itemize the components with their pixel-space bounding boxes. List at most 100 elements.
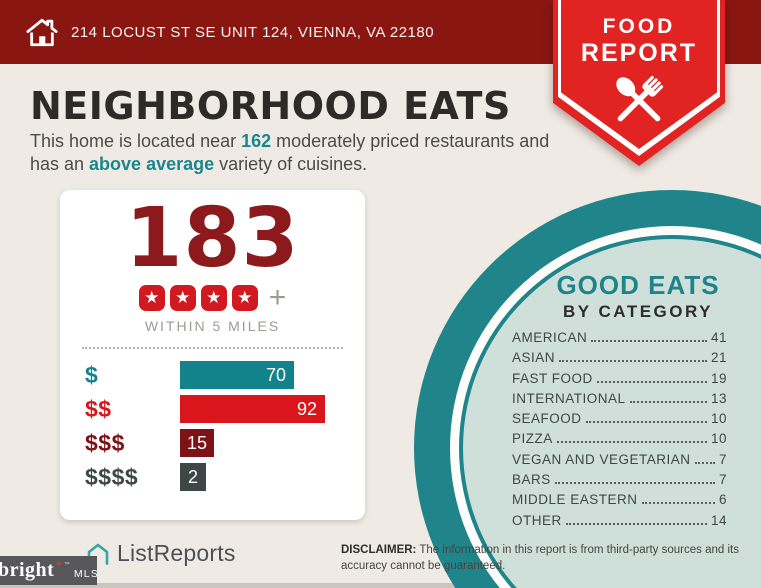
variety-highlight: above average [89,154,215,175]
intro-line1-post: moderately priced restaurants and [271,131,550,151]
price-tier-row: $ 70 [85,358,365,392]
category-count: 13 [710,390,727,406]
disclaimer-text: The information in this report is from t… [341,544,739,572]
price-tier-bar: 2 [180,463,206,491]
category-list: AMERICAN 41 ASIAN 21 FAST FOOD 19 INTERN… [512,330,727,533]
restaurant-count: 162 [241,131,272,151]
good-eats-subtitle: BY CATEGORY [563,302,713,321]
price-tier-row: $$$$ 2 [85,460,365,494]
intro-line1: This home is located near 162 moderately… [30,131,549,151]
badge-content: FOOD REPORT [553,0,725,135]
category-row: BARS 7 [512,472,727,492]
brightmls-star-icon: ✶ [55,559,63,569]
badge-line2: REPORT [580,39,698,67]
price-tier-row: $$ 92 [85,392,365,426]
category-label: SEAFOOD [512,411,582,427]
category-label: BARS [512,472,551,488]
intro-line1-pre: This home is located near [30,131,242,151]
dotted-leader [554,482,715,485]
category-row: PIZZA 10 [512,431,727,451]
dotted-leader [585,421,707,424]
price-bar-chart: $ 70 $$ 92 $$$ 15 $$$$ 2 [60,358,365,494]
star-rating-icon: ★ [231,285,258,311]
category-count: 10 [710,411,727,427]
category-label: INTERNATIONAL [512,390,626,406]
price-tier-value: 70 [265,364,286,385]
listreports-house-icon [87,543,109,565]
bottom-strip [0,583,761,588]
dotted-divider [82,347,343,349]
category-count: 19 [710,370,727,386]
home-icon [26,18,58,46]
star-rating-icon: ★ [169,285,196,311]
brightmls-name: bright [0,559,55,581]
category-count: 41 [710,330,727,345]
dotted-leader [556,441,707,444]
plus-sign: + [268,281,287,314]
category-label: MIDDLE EASTERN [512,492,638,508]
category-row: AMERICAN 41 [512,330,727,350]
brightmls-logo: bright ✶ ™ MLS [0,556,100,585]
dotted-leader [629,400,707,403]
price-tier-label: $$$ [85,429,125,456]
listreports-logo-text: ListReports [117,540,236,566]
category-row: ASIAN 21 [512,350,727,370]
category-row: INTERNATIONAL 13 [512,391,727,411]
category-label: OTHER [512,512,562,528]
price-tier-value: 15 [186,432,208,453]
category-label: AMERICAN [512,330,588,345]
dotted-leader [591,340,707,342]
price-tier-value: 2 [187,466,198,487]
price-tier-row: $$$ 15 [85,426,365,460]
food-report-badge: FOOD REPORT [553,0,725,166]
intro-line2-pre: has an [30,154,90,175]
dotted-leader [694,461,715,464]
page-title: NEIGHBORHOOD EATS [30,84,511,128]
star-rating-icon: ★ [138,285,165,311]
category-count: 21 [710,350,727,366]
category-label: VEGAN AND VEGETARIAN [512,451,691,467]
category-row: OTHER 14 [512,513,727,533]
dotted-leader [559,360,707,363]
radius-label: WITHIN 5 MILES [144,318,281,334]
category-label: ASIAN [512,350,556,366]
category-label: FAST FOOD [512,370,593,386]
category-row: VEGAN AND VEGETARIAN 7 [512,452,727,472]
category-row: FAST FOOD 19 [512,371,727,391]
price-tier-label: $ [85,361,99,388]
listreports-logo: ListReports [86,540,236,567]
category-row: SEAFOOD 10 [512,411,727,431]
dotted-leader [596,380,707,383]
price-tier-bar: 92 [180,395,325,423]
disclaimer-label: DISCLAIMER: [341,544,417,556]
spoon-fork-icon [616,75,664,122]
price-tier-bar: 70 [180,361,294,389]
intro-line2-post: variety of cuisines. [214,154,368,175]
price-tier-label: $$ [85,395,112,422]
brightmls-suffix: MLS [73,567,100,580]
price-tier-bar: 15 [180,429,214,457]
dotted-leader [641,502,715,505]
property-address: 214 LOCUST ST SE UNIT 124, VIENNA, VA 22… [71,23,435,41]
total-restaurants: 183 [125,191,300,286]
category-label: PIZZA [512,431,553,447]
badge-line1: FOOD [602,15,676,38]
price-tier-value: 92 [296,398,317,419]
star-rating: ★ ★ ★ ★ [138,285,258,311]
summary-card: 183 ★ ★ ★ ★ + WITHIN 5 MILES $ 70 $$ 92 … [60,190,365,520]
category-row: MIDDLE EASTERN 6 [512,492,727,512]
brightmls-tm: ™ [63,561,70,568]
star-rating-icon: ★ [200,285,227,311]
dotted-leader [565,522,707,525]
category-count: 14 [710,512,727,528]
price-tier-label: $$$$ [85,463,139,490]
disclaimer: DISCLAIMER: The information in this repo… [341,543,751,574]
intro-text: This home is located near 162 moderately… [30,130,549,177]
stars-row: ★ ★ ★ ★ + [60,281,365,314]
category-count: 6 [718,492,727,508]
good-eats-heading: GOOD EATS BY CATEGORY [502,270,761,322]
category-count: 7 [718,472,727,488]
intro-line2: has an above average variety of cuisines… [30,154,367,174]
category-count: 10 [710,431,727,447]
